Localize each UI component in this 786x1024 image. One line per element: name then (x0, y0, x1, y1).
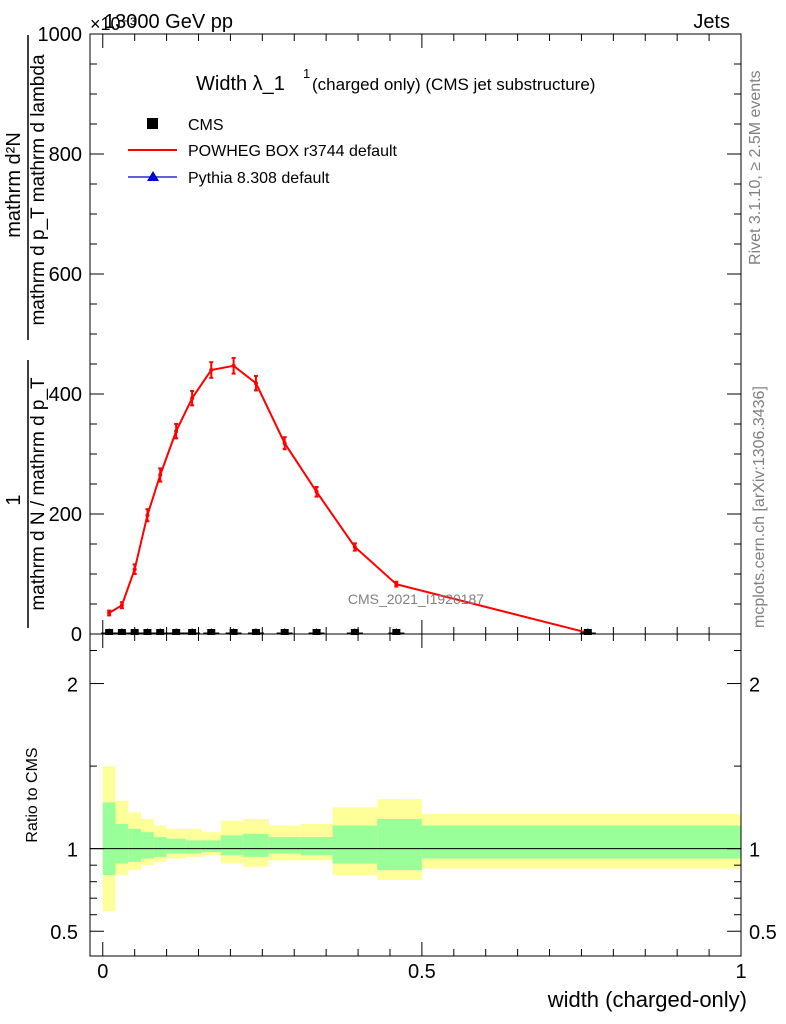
header-right: Jets (693, 11, 730, 33)
ratio-band-inner (201, 840, 221, 852)
exponent-label: ×10⁻³ (90, 14, 136, 34)
powheg-point (158, 473, 163, 477)
cms-point (207, 629, 216, 635)
main-ytick-label: 800 (49, 144, 82, 166)
powheg-point (314, 489, 319, 494)
ratio-yticks: 0.5 0.5 1 1 2 2 (50, 650, 777, 944)
ratio-xtick-label: 1 (735, 961, 746, 983)
powheg-point (145, 513, 150, 518)
main-ytick-label: 600 (49, 264, 82, 286)
ratio-frame (89, 633, 742, 957)
ratio-band-inner (128, 828, 142, 862)
side-text-upper: Rivet 3.1.10, ≥ 2.5M events (747, 70, 764, 265)
cms-point (130, 629, 139, 635)
powheg-point (394, 582, 399, 587)
powheg-point (352, 545, 357, 549)
powheg-point (209, 368, 214, 372)
ylabel-numerator: mathrm d²N (3, 132, 25, 238)
legend-pythia-marker (147, 171, 159, 181)
title-rest: (charged only) (CMS jet substructure) (312, 75, 595, 94)
cms-point (156, 629, 165, 635)
ratio-band-inner (153, 837, 167, 857)
cms-point (280, 629, 289, 635)
ratio-band-inner (243, 833, 269, 857)
main-ytick-label: 0 (71, 624, 82, 646)
main-yticks: 0 200 400 600 800 1000 (38, 24, 741, 646)
ylabel-denominator: mathrm d p_T mathrm d lambda (28, 54, 49, 325)
powheg-point (253, 381, 258, 386)
main-ytick-label: 400 (49, 384, 82, 406)
ratio-panel: 0.5 0.51 12 2 0 0.5 1 Ratio to CMS width (cha… (24, 633, 777, 1012)
cms-point (350, 629, 359, 635)
ratio-band-inner (185, 840, 202, 854)
cms-point (583, 629, 592, 635)
main-xticks (102, 34, 742, 634)
title-sup: 1 (303, 66, 310, 81)
legend-powheg-label: POWHEG BOX r3744 default (188, 143, 398, 160)
cms-point (188, 629, 197, 635)
ratio-band-inner (421, 825, 741, 859)
legend-cms-label: CMS (188, 117, 224, 134)
side-text-lower: mcplots.cern.ch [arXiv:1306.3436] (751, 386, 768, 628)
powheg-point (190, 396, 195, 401)
ratio-band-inner (220, 835, 244, 856)
ratio-ytick-label-right: 2 (749, 675, 760, 697)
main-ylabel: 1 mathrm d N / mathrm d p_T mathrm d²N m… (3, 35, 49, 628)
powheg-point (132, 567, 137, 572)
cms-point (312, 629, 321, 635)
cms-point (172, 629, 181, 635)
ylabel-frac-den: mathrm d N / mathrm d p_T (28, 377, 49, 611)
main-title: Width λ_1 1 (charged only) (CMS jet subs… (196, 66, 595, 95)
legend-cms-marker (147, 118, 158, 129)
cms-point (229, 629, 238, 635)
cms-point (251, 629, 260, 635)
ratio-band-inner (141, 832, 154, 859)
legend-pythia-label: Pythia 8.308 default (188, 170, 330, 187)
cms-point (143, 629, 152, 635)
ratio-ytick-label-right: 1 (749, 840, 760, 862)
ratio-ylabel: Ratio to CMS (24, 747, 41, 842)
powheg-point (119, 603, 124, 608)
ratio-band-inner (268, 837, 301, 854)
ratio-band-inner (115, 823, 129, 864)
legend: CMS POWHEG BOX r3744 default Pythia 8.30… (128, 117, 398, 187)
main-panel: 0 200 400 600 800 1000 CMS_2021_I1920187 Widt… (38, 24, 742, 646)
ratio-ytick-label: 2 (67, 675, 78, 697)
ratio-band-inner (300, 837, 333, 856)
cms-point (117, 629, 126, 635)
cms-point (105, 629, 114, 635)
ratio-band-inner (102, 802, 116, 876)
ratio-band-inner (377, 818, 422, 871)
title-main: Width λ_1 (196, 73, 285, 95)
ratio-xtick-label: 0 (97, 961, 108, 983)
ylabel-frac-num: 1 (3, 494, 25, 505)
powheg-point (231, 363, 236, 368)
main-ytick-label: 200 (49, 504, 82, 526)
ratio-band-inner (166, 838, 186, 854)
watermark: CMS_2021_I1920187 (348, 591, 484, 607)
ratio-xticks: 0 0.5 1 (97, 634, 747, 983)
main-data (101, 357, 596, 635)
ratio-bands (102, 766, 741, 912)
xlabel: width (charged-only) (547, 987, 747, 1012)
ratio-band-inner (332, 825, 378, 864)
powheg-point (107, 611, 112, 615)
ratio-ytick-label: 0.5 (50, 922, 78, 944)
ratio-ytick-label: 1 (67, 840, 78, 862)
powheg-point (282, 441, 287, 446)
ratio-xtick-label: 0.5 (408, 961, 436, 983)
ratio-ytick-label-right: 0.5 (749, 922, 777, 944)
main-ytick-label: 1000 (38, 24, 83, 46)
header-left: 13000 GeV pp (104, 11, 233, 33)
cms-point (392, 629, 401, 635)
powheg-point (174, 429, 179, 434)
